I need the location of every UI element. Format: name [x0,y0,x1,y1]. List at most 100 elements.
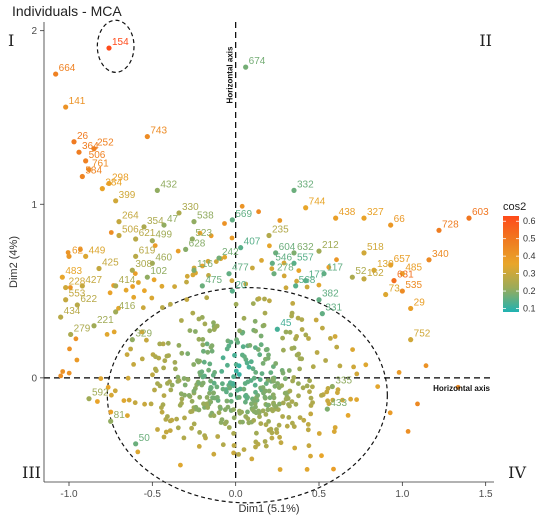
data-point [260,408,266,414]
data-point [128,346,134,352]
x-tick-label: 0.0 [229,489,243,500]
point-label-47: 47 [167,214,179,225]
data-point [266,419,271,424]
data-point [58,373,64,379]
data-point [250,265,255,271]
point-label-130: 130 [377,259,394,270]
data-point [280,400,286,406]
labeled-point-45 [274,326,280,332]
data-point [181,376,187,381]
labeled-point-331 [319,311,325,317]
data-point [246,364,252,370]
data-point [161,434,167,440]
data-point [200,263,205,269]
data-point [262,394,268,400]
data-point [304,284,310,290]
labeled-point-416 [113,309,119,315]
point-label-743: 743 [150,126,167,137]
labeled-point-619 [133,253,139,259]
data-point [350,347,355,352]
data-point [243,414,249,419]
data-point [107,290,113,296]
labeled-point-279 [68,331,74,338]
data-point [249,456,255,462]
point-label-744: 744 [309,197,326,208]
data-point [313,317,319,323]
data-point [66,370,72,376]
data-point [328,336,333,341]
point-label-327: 327 [367,207,384,218]
data-point [299,356,305,362]
x-tick-label: -0.5 [144,489,162,500]
data-point [157,341,163,347]
point-label-117: 117 [327,263,343,274]
data-point [197,394,203,400]
data-point [196,380,202,386]
data-point [286,368,292,373]
data-point [162,358,168,364]
data-point [125,413,130,418]
data-point [200,380,206,386]
data-point [266,427,272,433]
data-point [267,395,273,401]
labeled-point-485 [399,271,405,277]
data-point [168,387,174,393]
data-point [269,266,275,272]
point-label-557: 557 [297,252,314,263]
data-point [150,372,155,378]
point-label-154: 154 [112,37,129,48]
data-point [236,372,242,377]
point-label-603: 603 [472,207,489,218]
data-point [148,401,154,407]
data-point [231,407,237,412]
data-point [197,230,203,236]
data-point [253,389,258,395]
point-label-252: 252 [97,138,114,149]
data-point [304,383,310,389]
data-point [67,346,72,352]
chart-title: Individuals - MCA [12,3,122,19]
data-point [241,447,247,452]
point-label-619: 619 [139,245,156,256]
data-point [270,392,276,398]
point-label-228: 228 [69,277,86,288]
data-point [274,430,280,435]
data-point [387,410,393,416]
data-point [277,218,283,223]
labeled-point-354 [141,224,147,230]
data-point [263,422,269,428]
data-point [237,328,243,334]
data-point [165,414,170,419]
horizontal-axis-annotation: Horizontal axis [433,384,490,393]
data-point [166,353,172,358]
data-point [155,427,160,432]
labeled-point-298 [106,180,112,187]
data-point [224,389,229,395]
y-axis-label: Dim2 (4%) [8,236,20,288]
data-point [176,343,182,348]
data-point [175,425,181,431]
point-label-384: 384 [105,178,122,189]
point-label-335: 335 [335,376,352,387]
data-point [314,350,320,355]
labeled-point-657 [388,262,394,268]
point-label-264: 264 [122,211,139,222]
labeled-point-477 [226,271,232,277]
data-point [334,344,340,350]
data-point [340,397,345,403]
x-tick-label: 0.5 [312,489,326,500]
data-point [108,230,114,235]
legend-tick-label: 0.4 [523,251,536,261]
point-label-331: 331 [325,303,342,314]
data-point [235,387,240,393]
point-label-728: 728 [442,219,459,230]
data-point [231,415,237,421]
data-point [263,443,269,449]
data-point [228,392,234,398]
labeled-point-449 [83,253,89,259]
data-point [211,413,217,419]
labeled-point-744 [303,205,309,211]
data-point [182,415,187,421]
data-point [415,401,420,407]
data-point [204,401,210,407]
